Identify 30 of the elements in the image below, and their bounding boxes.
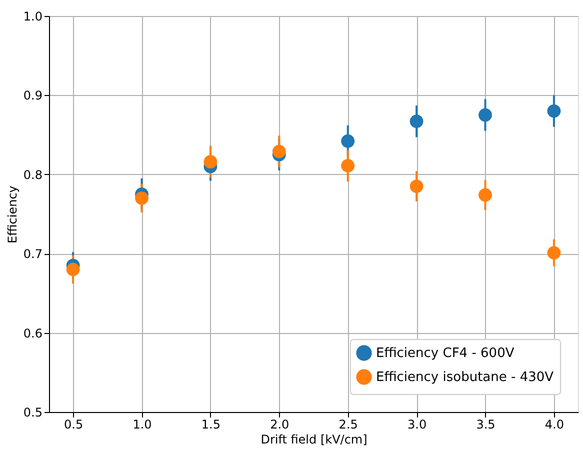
point [204,155,218,168]
point [410,180,424,193]
y-axis-title: Efficiency [5,186,20,244]
y-tick-label: 0.6 [23,326,42,340]
point [478,108,492,122]
point [547,104,561,118]
x-tick-label: 2.5 [338,418,358,432]
x-tick-label: 4.0 [544,418,564,432]
y-tick-label: 0.7 [23,247,42,262]
x-tick-label: 2.0 [270,418,290,432]
x-tick-label: 3.0 [408,418,427,432]
y-tick-label: 1.0 [23,10,42,24]
point [341,134,355,148]
point [135,191,148,205]
point [547,246,561,260]
x-tick-label: 0.5 [64,418,84,432]
point [272,144,286,158]
x-tick-label: 1.0 [132,418,152,432]
y-tick-label: 0.5 [23,406,42,420]
y-tick-label: 0.8 [23,168,42,182]
y-tick-label: 0.9 [23,88,42,103]
legend-label: Efficiency isobutane - 430V [376,370,554,385]
x-tick-label: 3.5 [476,418,496,432]
point [410,114,424,128]
x-tick-label: 1.5 [201,418,220,432]
legend-label: Efficiency CF4 - 600V [376,346,514,361]
point [341,158,355,172]
x-axis-title: Drift field [kV/cm] [260,432,368,446]
point [478,188,492,202]
point [66,262,80,276]
